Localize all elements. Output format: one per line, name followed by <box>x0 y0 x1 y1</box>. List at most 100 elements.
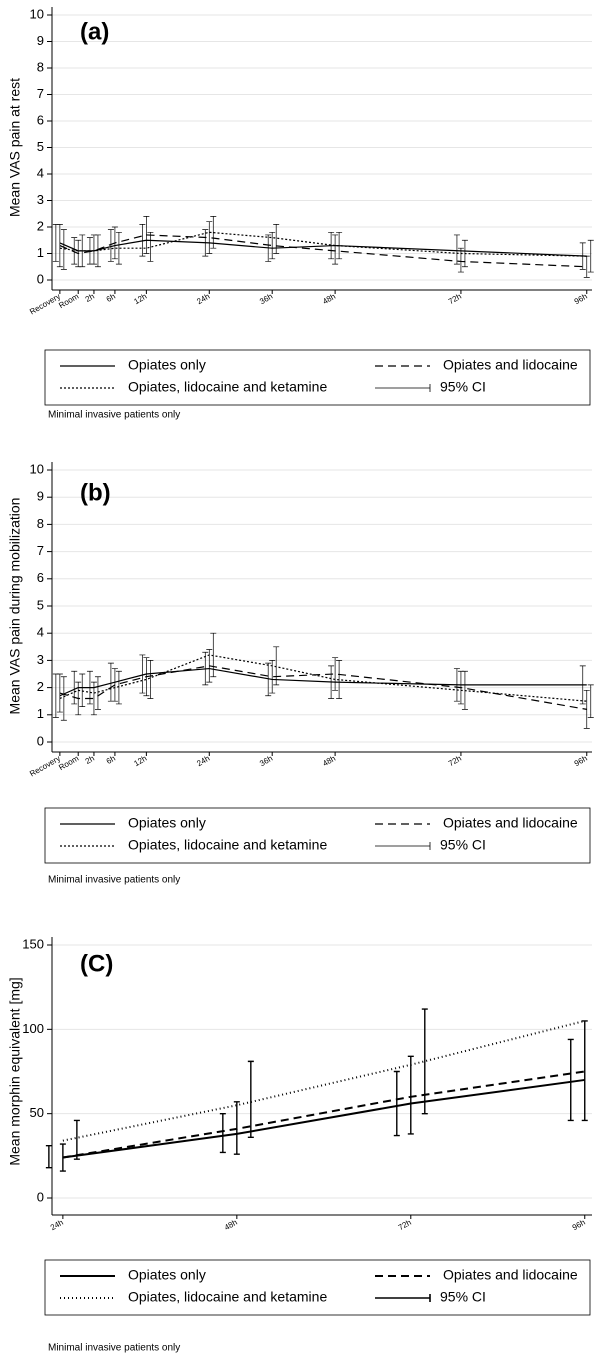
y-tick-label: 7 <box>37 86 44 101</box>
error-bar <box>421 1008 428 1115</box>
x-tick-label: Room <box>57 292 80 311</box>
series-line <box>59 234 587 268</box>
x-tick-label: 48h <box>223 1218 239 1232</box>
y-tick-label: 9 <box>37 33 44 48</box>
y-tick-label: 8 <box>37 59 44 74</box>
y-tick-label: 1 <box>37 245 44 260</box>
error-bar <box>94 234 101 268</box>
y-tick-label: 5 <box>37 139 44 154</box>
error-bar <box>273 224 280 254</box>
error-bar <box>52 673 59 718</box>
y-tick-label: 5 <box>37 597 44 612</box>
error-bar <box>328 665 335 699</box>
error-bar <box>273 646 280 686</box>
y-axis-label: Mean morphin equivalent [mg] <box>7 977 23 1165</box>
error-bar <box>265 662 272 697</box>
error-bar <box>219 1112 226 1154</box>
error-bar <box>567 1038 574 1122</box>
error-bar <box>60 676 67 721</box>
x-tick-label: 6h <box>105 292 117 304</box>
series-line <box>62 1019 585 1142</box>
error-bar <box>583 689 590 729</box>
error-bar <box>407 1055 414 1135</box>
legend-label: Opiates and lidocaine <box>443 357 578 373</box>
error-bar <box>75 681 82 716</box>
chart-title: (a) <box>80 18 109 45</box>
error-bar <box>210 216 217 249</box>
legend-label: 95% CI <box>440 379 486 395</box>
x-tick-label: 96h <box>571 1218 587 1232</box>
error-bar <box>457 247 464 273</box>
series-line <box>59 667 587 697</box>
legend-label: Opiates and lidocaine <box>443 1267 578 1283</box>
legend-box <box>44 807 591 864</box>
error-bar <box>60 229 67 270</box>
x-tick-label: Room <box>57 754 80 773</box>
legend-ci-swatch <box>375 384 431 392</box>
error-bar <box>393 1070 400 1137</box>
error-bar <box>139 654 146 694</box>
y-tick-label: 9 <box>37 489 44 504</box>
y-axis-label: Mean VAS pain at rest <box>7 78 23 217</box>
error-bar <box>332 234 339 265</box>
series-line <box>59 231 587 257</box>
error-bar <box>90 234 97 265</box>
error-bar <box>587 239 594 273</box>
error-bar <box>90 681 97 716</box>
error-bar <box>139 224 146 257</box>
series-line <box>59 665 587 710</box>
x-tick-label: 24h <box>49 1218 65 1232</box>
y-axis-label: Mean VAS pain during mobilization <box>7 498 23 715</box>
error-bar <box>265 234 272 262</box>
error-bar <box>453 234 460 265</box>
error-bar <box>336 660 343 699</box>
error-bar <box>332 657 339 691</box>
error-bar <box>328 231 335 260</box>
legend-label: Opiates only <box>128 815 206 831</box>
x-tick-label: Recovery <box>28 292 62 317</box>
error-bar <box>461 239 468 268</box>
error-bar <box>583 255 590 278</box>
y-tick-label: 2 <box>37 218 44 233</box>
error-bar <box>206 221 213 254</box>
chart-note: Minimal invasive patients only <box>48 410 180 421</box>
legend-ci-swatch <box>375 842 431 850</box>
error-bar <box>56 224 63 268</box>
legend-label: Opiates, lidocaine and ketamine <box>128 1289 327 1305</box>
y-tick-label: 100 <box>22 1021 44 1036</box>
y-tick-label: 8 <box>37 516 44 531</box>
y-tick-label: 0 <box>37 1189 44 1204</box>
error-bar <box>247 1060 254 1138</box>
y-tick-label: 4 <box>37 625 44 640</box>
error-bar <box>56 673 63 713</box>
legend-label: 95% CI <box>440 837 486 853</box>
chart-panel: 0 50 100 150 24h 48h 72h 96h (C) Mean morphin equ… <box>7 936 592 1354</box>
y-tick-label: 6 <box>37 112 44 127</box>
error-bar <box>115 670 122 705</box>
error-bar <box>143 657 150 697</box>
error-bar <box>579 665 586 705</box>
chart-title: (b) <box>80 479 111 506</box>
error-bar <box>111 226 118 260</box>
legend-box <box>44 349 591 406</box>
error-bar <box>71 670 78 705</box>
y-tick-label: 50 <box>30 1105 44 1120</box>
error-bar <box>143 216 150 254</box>
legend-box <box>44 1259 591 1316</box>
error-bar <box>45 1145 52 1169</box>
y-tick-label: 3 <box>37 192 44 207</box>
error-bar <box>147 231 154 262</box>
error-bar <box>581 1020 588 1122</box>
error-bar <box>269 231 276 260</box>
error-bar <box>202 651 209 686</box>
y-tick-label: 6 <box>37 570 44 585</box>
y-tick-label: 150 <box>22 936 44 951</box>
y-tick-label: 1 <box>37 706 44 721</box>
chart-note: Minimal invasive patients only <box>48 1343 180 1354</box>
x-tick-label: 72h <box>397 1218 413 1232</box>
error-bar <box>52 224 59 262</box>
x-tick-label: 2h <box>84 754 96 766</box>
error-bar <box>111 668 118 702</box>
y-tick-label: 10 <box>30 461 44 476</box>
